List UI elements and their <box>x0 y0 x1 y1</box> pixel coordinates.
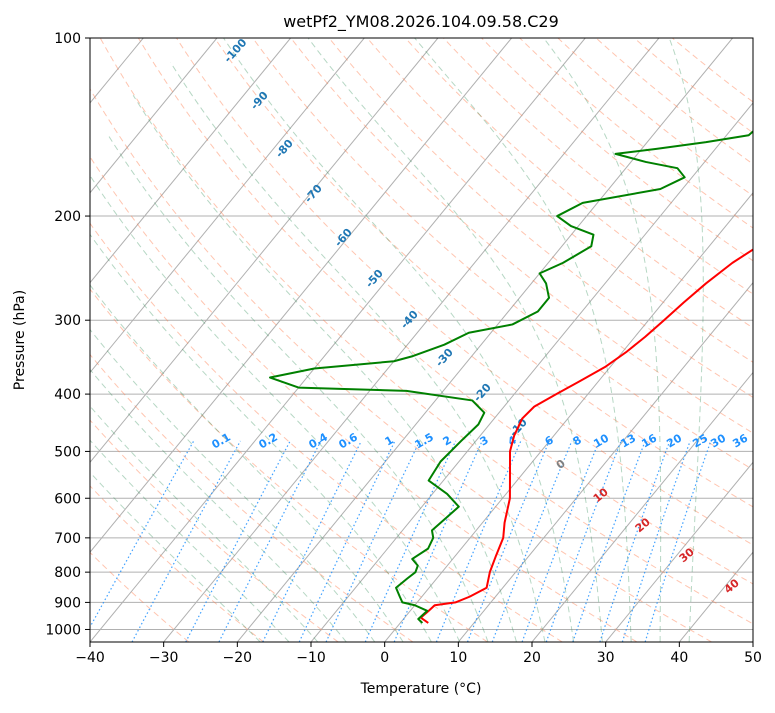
x-tick-label: 20 <box>523 650 541 666</box>
y-tick-label: 800 <box>54 565 81 581</box>
x-tick-label: −20 <box>223 650 253 666</box>
y-tick-label: 500 <box>54 444 81 460</box>
y-tick-label: 1000 <box>45 622 81 638</box>
x-tick-label: −10 <box>296 650 326 666</box>
y-tick-label: 900 <box>54 595 81 611</box>
x-tick-label: 30 <box>597 650 615 666</box>
y-tick-label: 400 <box>54 387 81 403</box>
x-tick-label: −40 <box>75 650 105 666</box>
x-axis-label: Temperature (°C) <box>360 681 482 697</box>
x-tick-label: −30 <box>149 650 179 666</box>
x-tick-label: 0 <box>380 650 389 666</box>
y-tick-label: 600 <box>54 491 81 507</box>
x-tick-label: 40 <box>670 650 688 666</box>
x-tick-label: 10 <box>449 650 467 666</box>
chart-title: wetPf2_YM08.2026.104.09.58.C29 <box>283 12 559 32</box>
y-tick-label: 200 <box>54 209 81 225</box>
x-tick-label: 50 <box>744 650 762 666</box>
y-tick-label: 100 <box>54 31 81 47</box>
y-axis-label: Pressure (hPa) <box>12 290 28 390</box>
y-tick-label: 300 <box>54 313 81 329</box>
y-tick-label: 700 <box>54 531 81 547</box>
